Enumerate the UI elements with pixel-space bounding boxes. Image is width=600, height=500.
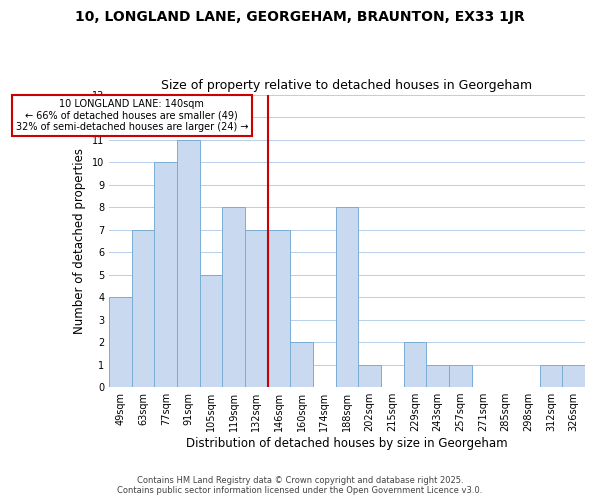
Bar <box>449 364 472 387</box>
Bar <box>336 207 358 387</box>
Bar <box>177 140 200 387</box>
Bar <box>132 230 154 387</box>
Title: Size of property relative to detached houses in Georgeham: Size of property relative to detached ho… <box>161 79 533 92</box>
Text: 10 LONGLAND LANE: 140sqm
← 66% of detached houses are smaller (49)
32% of semi-d: 10 LONGLAND LANE: 140sqm ← 66% of detach… <box>16 99 248 132</box>
Bar <box>154 162 177 387</box>
Bar <box>200 274 223 387</box>
Bar <box>404 342 427 387</box>
Bar <box>562 364 585 387</box>
Text: 10, LONGLAND LANE, GEORGEHAM, BRAUNTON, EX33 1JR: 10, LONGLAND LANE, GEORGEHAM, BRAUNTON, … <box>75 10 525 24</box>
Bar <box>245 230 268 387</box>
Bar <box>290 342 313 387</box>
Y-axis label: Number of detached properties: Number of detached properties <box>73 148 86 334</box>
Bar <box>268 230 290 387</box>
Bar <box>109 297 132 387</box>
X-axis label: Distribution of detached houses by size in Georgeham: Distribution of detached houses by size … <box>186 437 508 450</box>
Bar <box>358 364 381 387</box>
Bar <box>539 364 562 387</box>
Text: Contains HM Land Registry data © Crown copyright and database right 2025.
Contai: Contains HM Land Registry data © Crown c… <box>118 476 482 495</box>
Bar <box>427 364 449 387</box>
Bar <box>223 207 245 387</box>
